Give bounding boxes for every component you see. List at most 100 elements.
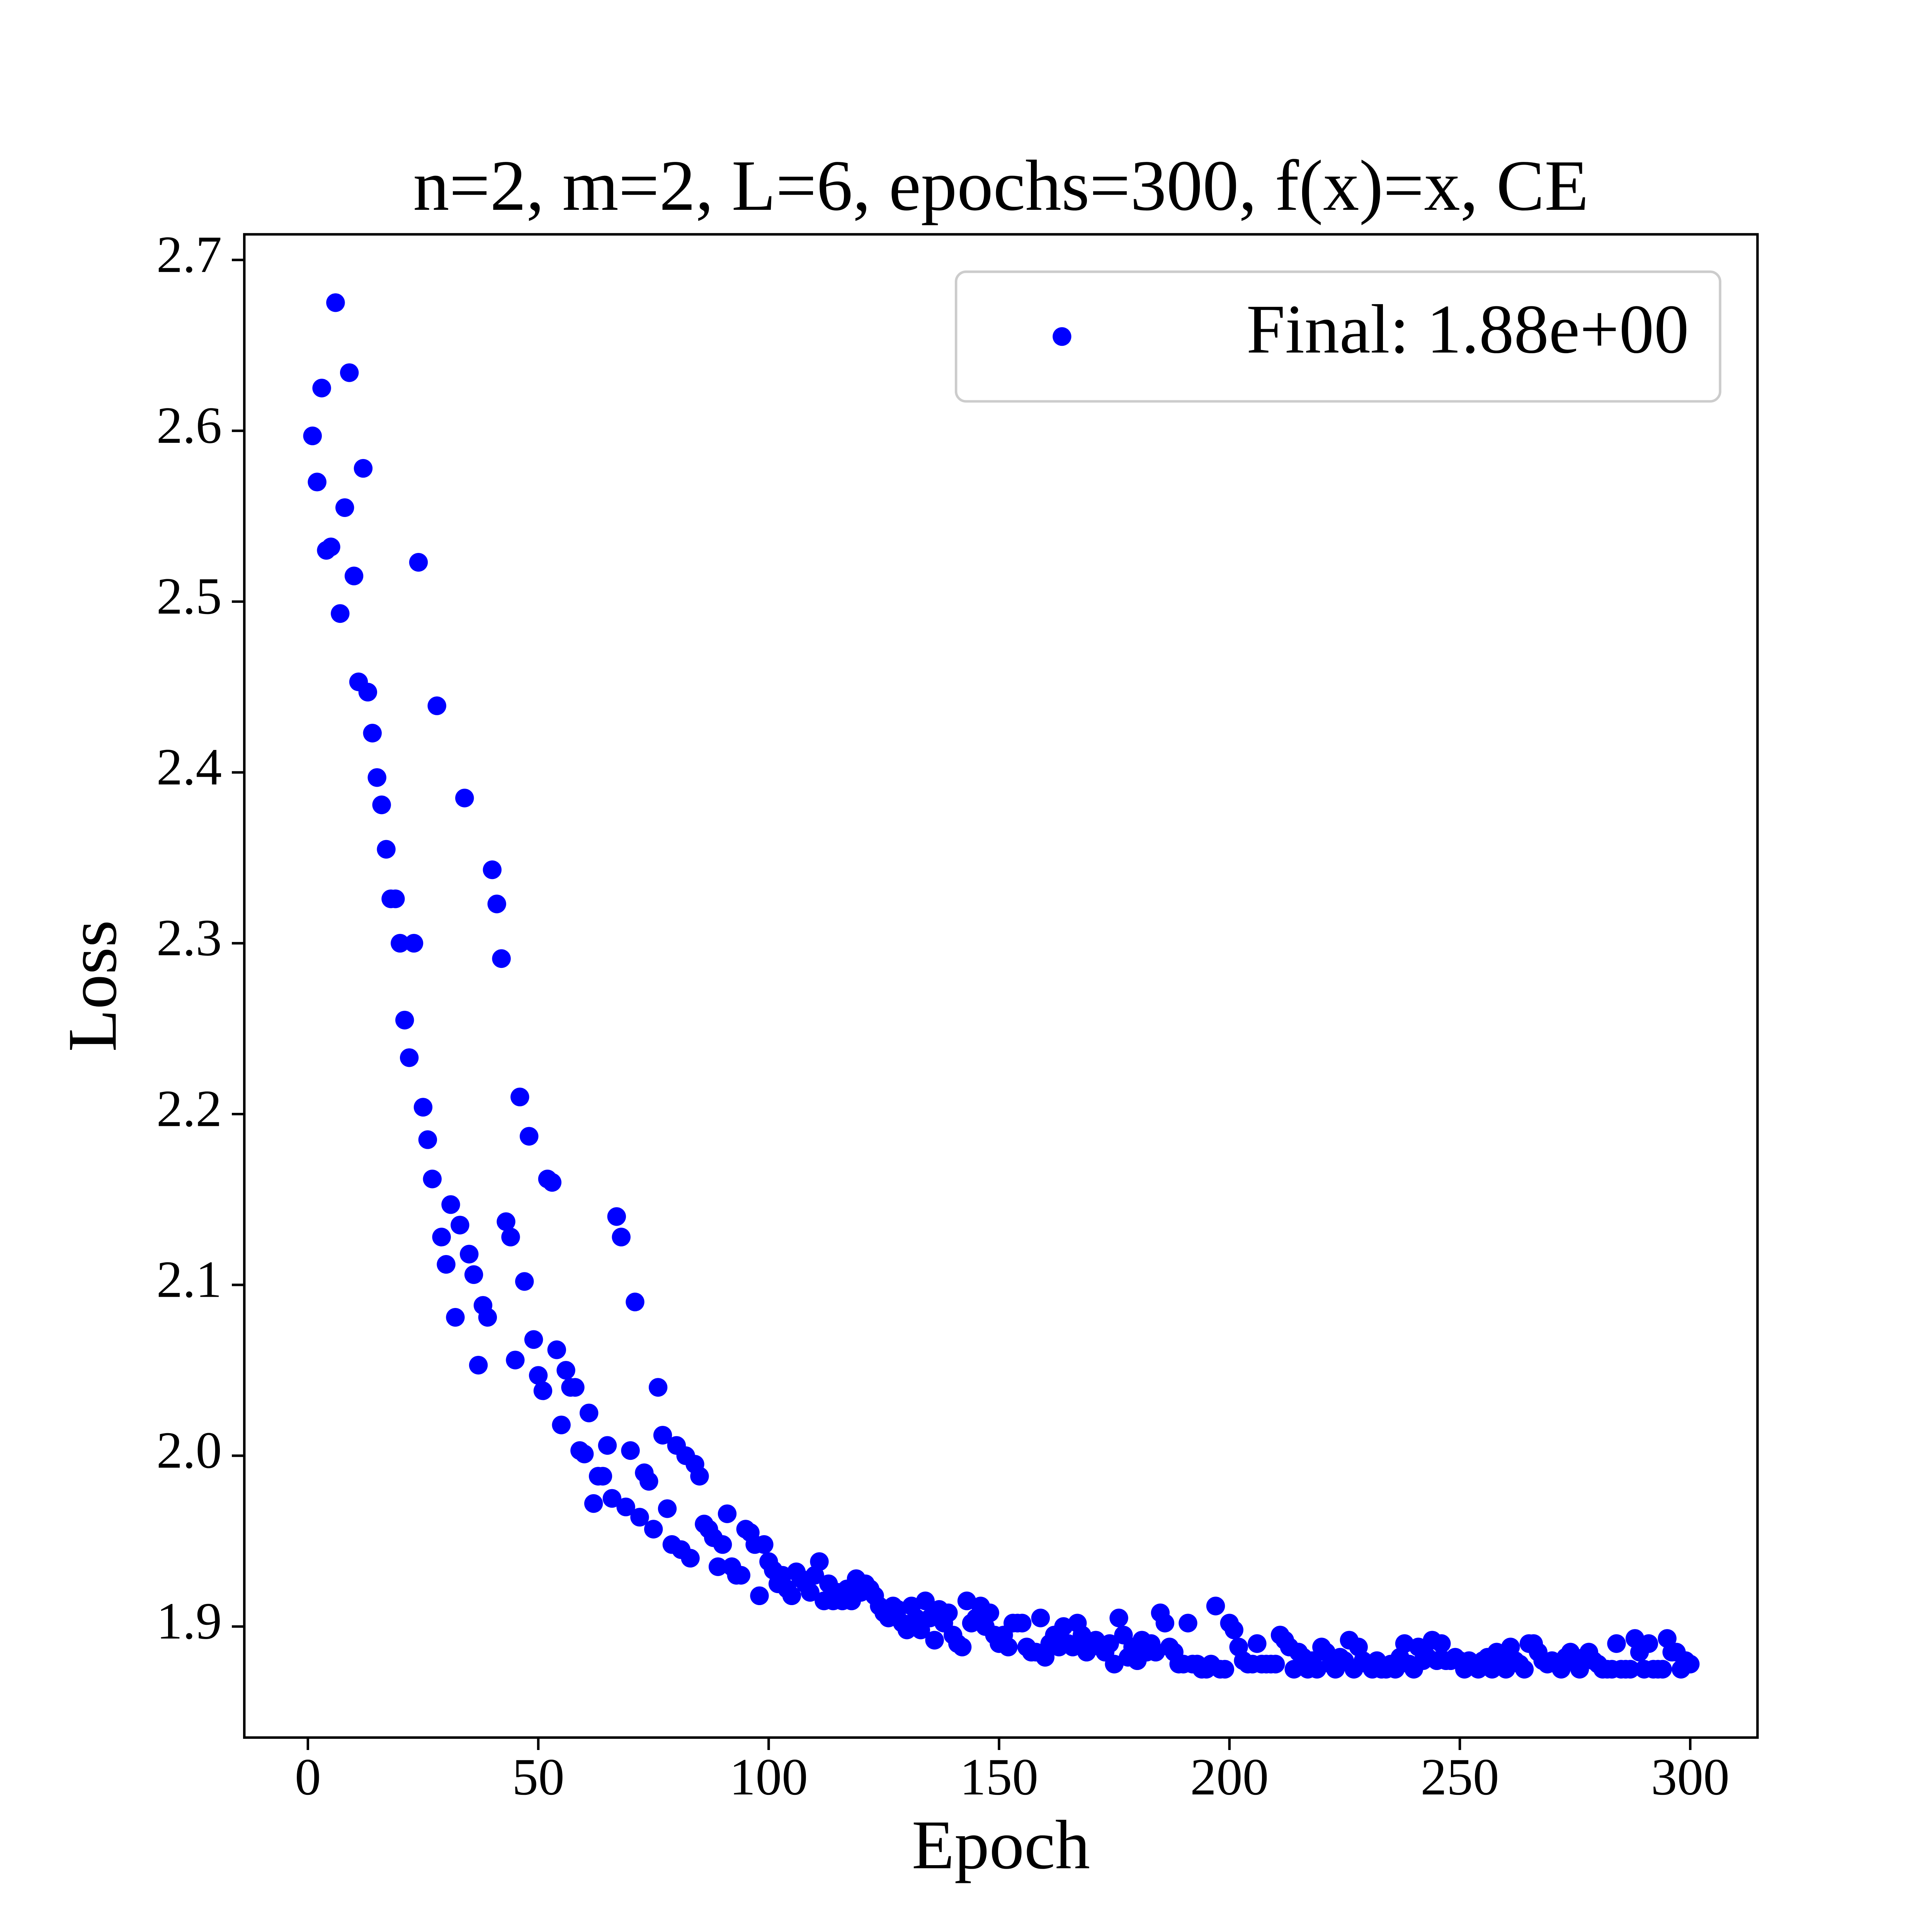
data-point <box>1155 1614 1175 1633</box>
data-point <box>607 1207 626 1226</box>
data-point <box>731 1566 750 1585</box>
y-tick-label: 2.6 <box>156 396 222 454</box>
data-point <box>621 1441 640 1460</box>
data-point <box>1621 1660 1640 1679</box>
data-point <box>1681 1655 1700 1673</box>
data-point <box>755 1535 774 1554</box>
data-point <box>308 473 327 492</box>
data-point <box>690 1467 709 1486</box>
data-point <box>552 1415 571 1434</box>
chart-title: n=2, m=2, L=6, epochs=300, f(x)=x, CE <box>413 146 1588 226</box>
x-tick-label: 50 <box>512 1748 564 1806</box>
data-point <box>580 1403 599 1423</box>
legend-marker <box>1053 327 1071 346</box>
data-point <box>999 1638 1018 1656</box>
plot-frame <box>243 233 1759 1739</box>
x-tick-label: 0 <box>295 1748 321 1806</box>
data-point <box>681 1549 700 1568</box>
data-point <box>1105 1655 1124 1673</box>
data-point <box>372 795 391 815</box>
data-point <box>556 1361 575 1380</box>
data-point <box>1100 1634 1119 1653</box>
data-point <box>750 1586 769 1605</box>
data-point <box>451 1216 469 1235</box>
y-tick-label: 2.3 <box>156 909 222 967</box>
data-point <box>331 604 350 623</box>
data-point <box>533 1381 553 1400</box>
data-point <box>713 1535 732 1554</box>
data-point <box>344 566 364 585</box>
data-point <box>497 1212 515 1231</box>
y-tick-label: 2.5 <box>156 567 222 625</box>
data-point <box>708 1557 728 1576</box>
x-tick-label: 100 <box>730 1748 808 1806</box>
data-point <box>464 1265 483 1284</box>
data-point <box>584 1494 603 1513</box>
y-tick-label: 2.4 <box>156 738 222 796</box>
data-point <box>506 1350 525 1369</box>
data-point <box>524 1330 543 1349</box>
x-tick-label: 250 <box>1420 1748 1499 1806</box>
data-point <box>566 1378 585 1397</box>
data-point <box>1653 1660 1672 1679</box>
data-point <box>423 1169 442 1189</box>
data-point <box>501 1228 520 1247</box>
data-point <box>782 1586 801 1605</box>
data-point <box>1012 1614 1032 1633</box>
data-point <box>377 840 396 859</box>
data-point <box>1225 1621 1243 1639</box>
data-point <box>916 1591 935 1611</box>
data-point <box>492 949 511 968</box>
data-point <box>1215 1660 1235 1679</box>
data-point <box>1432 1634 1451 1653</box>
legend-label: Final: 1.88e+00 <box>1247 291 1689 368</box>
data-point <box>321 537 340 556</box>
data-point <box>925 1631 944 1650</box>
data-point <box>1607 1634 1626 1653</box>
data-point <box>543 1173 562 1192</box>
data-point <box>478 1308 497 1327</box>
data-point <box>616 1497 635 1517</box>
data-point <box>432 1228 451 1247</box>
data-point <box>510 1087 529 1107</box>
data-point <box>598 1436 617 1455</box>
data-point <box>612 1228 631 1247</box>
data-point <box>639 1472 658 1491</box>
data-point <box>1266 1655 1285 1673</box>
data-point <box>459 1245 479 1264</box>
data-point <box>409 553 428 572</box>
data-point <box>630 1508 649 1527</box>
data-point <box>520 1127 539 1146</box>
data-point <box>980 1603 999 1622</box>
data-point <box>487 895 506 913</box>
data-point <box>575 1444 594 1464</box>
data-point <box>363 724 382 743</box>
data-point <box>718 1504 737 1523</box>
data-point <box>413 1098 433 1117</box>
data-point <box>418 1130 437 1149</box>
y-tick-label: 2.7 <box>156 226 222 284</box>
data-point <box>1179 1614 1197 1633</box>
data-point <box>653 1426 672 1445</box>
data-point <box>386 889 405 908</box>
data-point <box>367 768 386 787</box>
y-tick-label: 2.2 <box>156 1080 222 1138</box>
data-point <box>1206 1597 1225 1616</box>
data-point <box>593 1467 612 1486</box>
legend-box <box>954 270 1721 403</box>
x-tick-label: 200 <box>1190 1748 1269 1806</box>
data-point <box>801 1583 820 1602</box>
x-tick-label: 300 <box>1651 1748 1730 1806</box>
data-point <box>1031 1609 1050 1628</box>
data-point <box>455 789 474 808</box>
data-point <box>483 860 502 879</box>
data-point <box>626 1293 645 1311</box>
x-axis-label: Epoch <box>912 1806 1090 1884</box>
data-point <box>312 379 331 398</box>
data-point <box>303 426 322 446</box>
data-point <box>437 1255 456 1274</box>
data-point <box>810 1552 829 1571</box>
data-point <box>648 1378 668 1397</box>
data-point <box>427 696 446 715</box>
